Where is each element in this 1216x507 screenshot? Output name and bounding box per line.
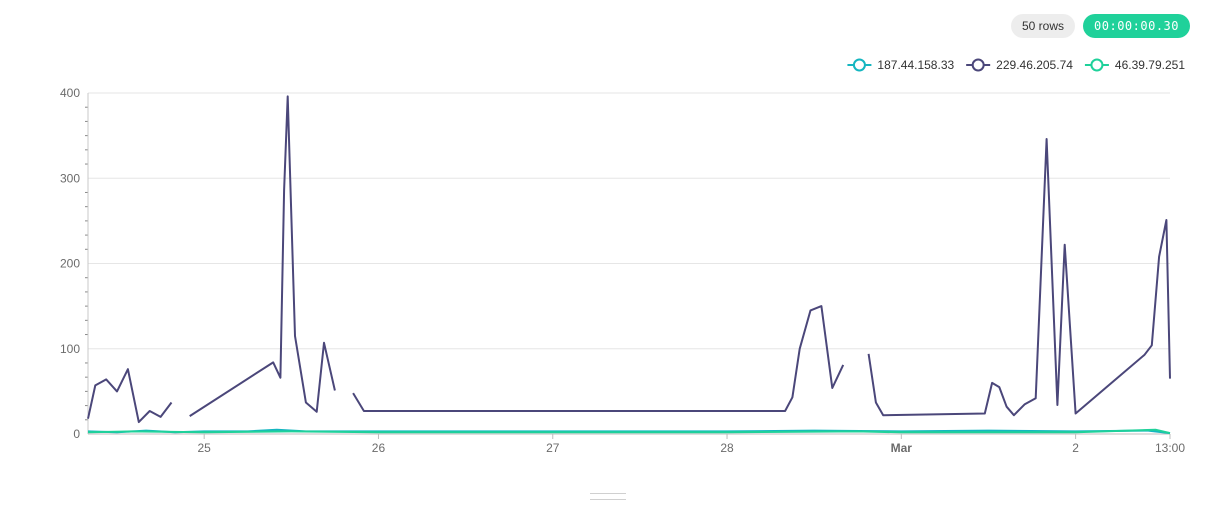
x-tick-label: 13:00 bbox=[1155, 441, 1185, 455]
y-tick-label: 200 bbox=[60, 257, 80, 271]
query-time-badge: 00:00:00.30 bbox=[1083, 14, 1190, 38]
legend-marker-icon bbox=[852, 58, 866, 72]
legend-item[interactable]: 46.39.79.251 bbox=[1084, 58, 1185, 72]
legend[interactable]: 46.39.79.251 229.46.205.74 187.44.158.33 bbox=[847, 58, 1185, 72]
legend-marker-icon bbox=[1090, 58, 1104, 72]
y-tick-label: 0 bbox=[73, 427, 80, 441]
legend-label: 229.46.205.74 bbox=[996, 58, 1073, 72]
series-line-2 bbox=[87, 368, 173, 424]
legend-item[interactable]: 229.46.205.74 bbox=[966, 58, 1073, 72]
legend-item[interactable]: 187.44.158.33 bbox=[847, 58, 954, 72]
grid-lines bbox=[88, 92, 1170, 435]
legend-label: 46.39.79.251 bbox=[1115, 58, 1185, 72]
axes: 0 100 200 300 400 25 26 27 28 Mar 2 13:00 bbox=[60, 86, 1185, 455]
x-tick-label: 25 bbox=[198, 441, 212, 455]
x-tick-label: 2 bbox=[1072, 441, 1079, 455]
x-tick-label: 26 bbox=[372, 441, 386, 455]
y-tick-label: 300 bbox=[60, 171, 80, 185]
series-line-2 bbox=[352, 305, 845, 412]
series-line-2 bbox=[189, 95, 336, 417]
y-tick-label: 100 bbox=[60, 342, 80, 356]
legend-label: 187.44.158.33 bbox=[877, 58, 954, 72]
series-lines bbox=[87, 95, 1171, 435]
resize-handle[interactable] bbox=[590, 493, 626, 500]
series-line-3 bbox=[87, 428, 1171, 435]
y-tick-label: 400 bbox=[60, 86, 80, 100]
legend-marker-icon bbox=[971, 58, 985, 72]
series-line-2 bbox=[867, 138, 1171, 417]
toolbar: 50 rows 00:00:00.30 bbox=[1010, 14, 1190, 38]
x-tick-label: 27 bbox=[546, 441, 560, 455]
x-tick-label: Mar bbox=[891, 441, 913, 455]
x-tick-label: 28 bbox=[720, 441, 734, 455]
row-count-badge: 50 rows bbox=[1010, 14, 1076, 38]
